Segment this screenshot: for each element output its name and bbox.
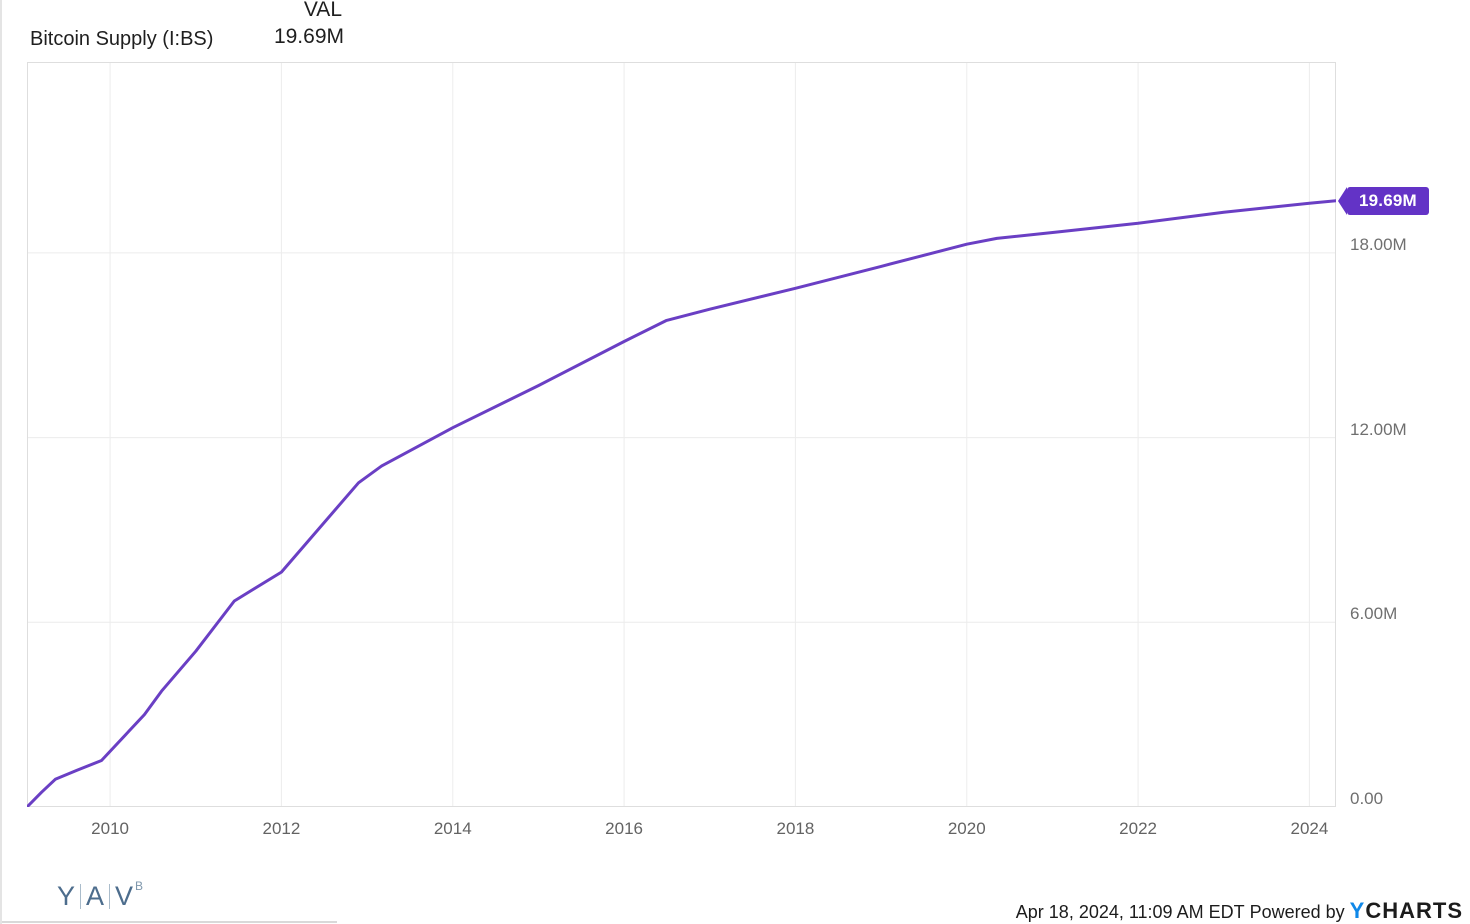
y-axis-label: 0.00: [1350, 789, 1384, 808]
ycharts-logo-rest: CHARTS: [1365, 898, 1463, 923]
supply-chart-svg: [27, 62, 1336, 807]
series-title: Bitcoin Supply (I:BS): [30, 28, 214, 50]
x-axis-label: 2020: [947, 819, 986, 838]
value-column: VAL 19.69M: [224, 0, 344, 50]
bottom-edge-divider: [2, 921, 337, 923]
x-axis-label: 2010: [91, 819, 129, 838]
value-column-header: VAL: [303, 0, 342, 21]
supply-line: [27, 199, 1336, 807]
chart-plot-area[interactable]: [27, 62, 1336, 807]
yav-logo-superscript: B: [135, 879, 144, 893]
x-axis-label: 2014: [433, 819, 472, 838]
x-axis-label: 2012: [262, 819, 301, 838]
yav-logo-letter: V: [115, 881, 134, 911]
last-value-badge: 19.69M: [1338, 186, 1429, 215]
yav-logo-letter: Y: [57, 881, 76, 911]
x-axis-label: 2022: [1119, 819, 1157, 838]
powered-by-label: Powered by: [1249, 902, 1345, 922]
badge-arrow-icon: [1338, 186, 1347, 215]
y-axis-label: 18.00M: [1350, 234, 1407, 254]
x-axis-label: 2024: [1290, 819, 1329, 838]
y-axis-label: 6.00M: [1350, 604, 1398, 624]
yav-logo-letter: A: [86, 881, 105, 911]
logo-divider: [80, 883, 82, 909]
logo-divider: [109, 883, 111, 909]
x-axis-label: 2016: [605, 819, 643, 838]
ycharts-logo-y: Y: [1349, 898, 1366, 923]
y-axis-label: 12.00M: [1350, 419, 1407, 439]
attribution: Apr 18, 2024, 11:09 AM EDT Powered by YC…: [1016, 898, 1463, 924]
chart-timestamp: Apr 18, 2024, 11:09 AM EDT: [1015, 902, 1245, 922]
ycharts-logo[interactable]: YCHARTS: [1350, 898, 1463, 924]
current-value: 19.69M: [273, 25, 344, 48]
yav-logo: Y A V B: [57, 879, 143, 911]
plot-border: [27, 62, 1336, 807]
badge-label: 19.69M: [1347, 186, 1429, 215]
x-axis-label: 2018: [776, 819, 815, 838]
